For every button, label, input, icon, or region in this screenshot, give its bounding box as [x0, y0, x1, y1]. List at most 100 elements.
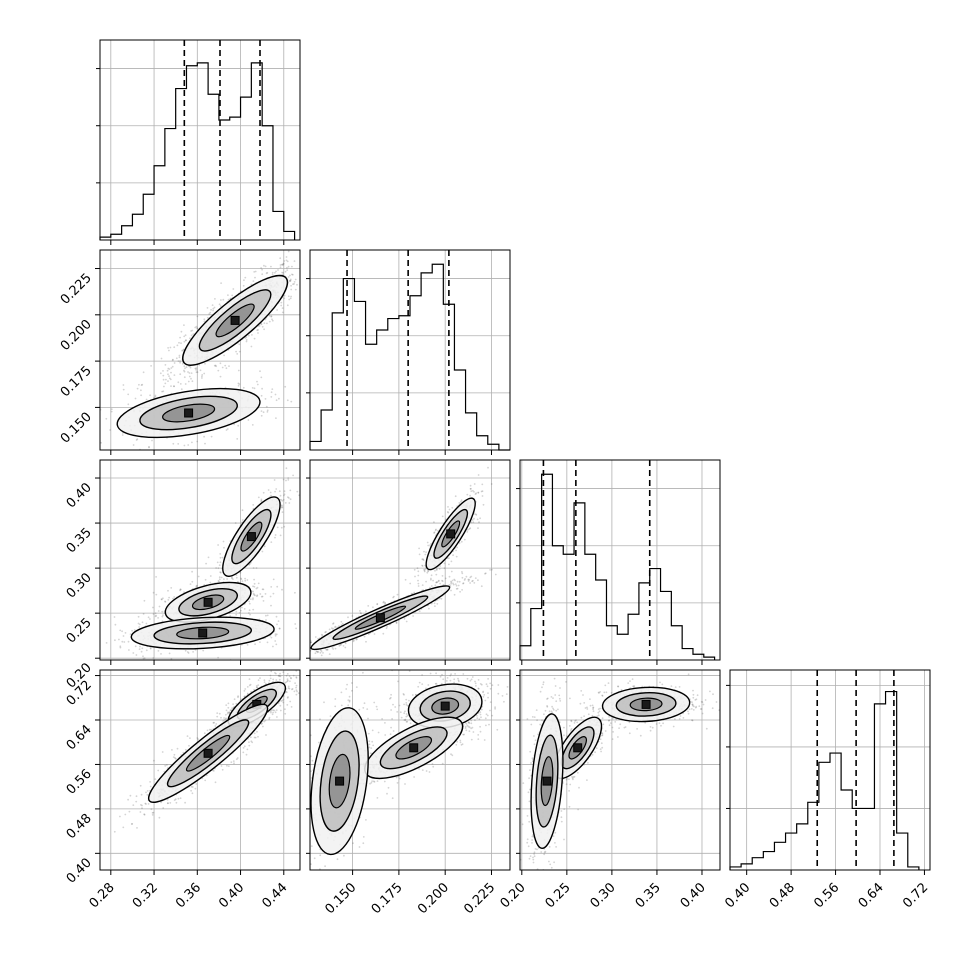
sample-point: [162, 374, 165, 377]
sample-point: [270, 396, 273, 398]
sample-point: [455, 555, 458, 558]
sample-point: [173, 799, 176, 801]
sample-point: [287, 276, 290, 278]
sample-point: [268, 718, 271, 720]
sample-point: [251, 334, 253, 336]
sample-point: [266, 322, 268, 325]
sample-point: [280, 304, 283, 307]
sample-point: [160, 653, 162, 655]
sample-point: [219, 571, 222, 573]
sample-point: [254, 643, 256, 646]
sample-point: [312, 254, 314, 256]
sample-point: [282, 701, 285, 704]
sample-point: [217, 580, 220, 582]
sample-point: [455, 549, 457, 552]
sample-point: [279, 494, 282, 497]
sample-point: [218, 580, 221, 583]
sample-point: [421, 584, 424, 586]
sample-point: [127, 640, 130, 643]
sample-point: [252, 585, 254, 588]
sample-point: [433, 531, 436, 534]
sample-point: [272, 592, 275, 595]
sample-point: [421, 558, 424, 561]
sample-point: [223, 717, 226, 719]
sample-point: [77, 647, 79, 649]
sample-point: [271, 661, 273, 663]
sample-point: [272, 645, 274, 648]
sample-point: [283, 294, 286, 297]
sample-point: [143, 813, 146, 816]
sample-point: [119, 645, 122, 648]
sample-point: [254, 594, 256, 597]
sample-point: [185, 339, 187, 342]
sample-point: [137, 615, 140, 618]
sample-point: [203, 732, 206, 735]
sample-point: [417, 579, 419, 582]
sample-point: [148, 446, 150, 449]
sample-point: [308, 668, 310, 670]
sample-point: [189, 737, 191, 739]
sample-point: [443, 567, 446, 570]
sample-point: [265, 614, 267, 617]
sample-point: [427, 569, 429, 572]
sample-point: [288, 502, 291, 504]
sample-point: [286, 269, 289, 271]
sample-point: [173, 385, 175, 388]
sample-point: [167, 380, 169, 382]
sample-point: [423, 550, 425, 553]
sample-point: [433, 532, 435, 534]
sample-point: [157, 769, 160, 772]
sample-point: [423, 569, 426, 572]
sample-point: [297, 668, 299, 670]
sample-point: [272, 578, 275, 581]
sample-point: [473, 517, 475, 520]
sample-point: [173, 385, 176, 388]
sample-point: [276, 526, 279, 529]
sample-point: [64, 455, 66, 457]
sample-point: [260, 498, 263, 501]
sample-point: [265, 682, 267, 685]
sample-point: [177, 797, 180, 800]
sample-point: [196, 315, 199, 318]
sample-point: [203, 435, 206, 438]
sample-point: [180, 388, 183, 391]
sample-point: [161, 615, 164, 618]
sample-point: [301, 484, 303, 486]
sample-point: [262, 411, 265, 414]
sample-point: [301, 676, 303, 678]
sample-point: [237, 369, 240, 372]
sample-point: [470, 521, 473, 524]
sample-point: [279, 266, 282, 269]
sample-point: [221, 556, 224, 559]
sample-point: [279, 704, 282, 707]
sample-point: [287, 679, 289, 682]
sample-point: [162, 370, 164, 372]
sample-point: [285, 259, 288, 262]
sample-point: [275, 672, 277, 675]
sample-point: [141, 383, 144, 386]
sample-point: [437, 580, 440, 582]
sample-point: [131, 823, 134, 825]
sample-point: [223, 719, 226, 721]
scatter-panel-0-3: [99, 668, 310, 871]
sample-point: [275, 643, 278, 646]
panel-contents: [271, 466, 497, 663]
sample-point: [290, 284, 292, 287]
sample-point: [281, 307, 284, 309]
sample-point: [132, 444, 135, 446]
sample-point: [376, 603, 379, 605]
sample-point: [179, 336, 182, 339]
sample-point: [422, 559, 425, 561]
sample-point: [264, 719, 267, 722]
sample-point: [253, 688, 256, 691]
sample-point: [202, 649, 205, 652]
sample-point: [430, 577, 432, 580]
sample-point: [287, 685, 290, 688]
sample-point: [275, 417, 277, 419]
sample-point: [260, 500, 263, 503]
sample-point: [280, 504, 283, 507]
sample-point: [262, 725, 264, 728]
sample-point: [97, 633, 99, 635]
sample-point: [114, 639, 116, 642]
sample-point: [341, 622, 344, 625]
